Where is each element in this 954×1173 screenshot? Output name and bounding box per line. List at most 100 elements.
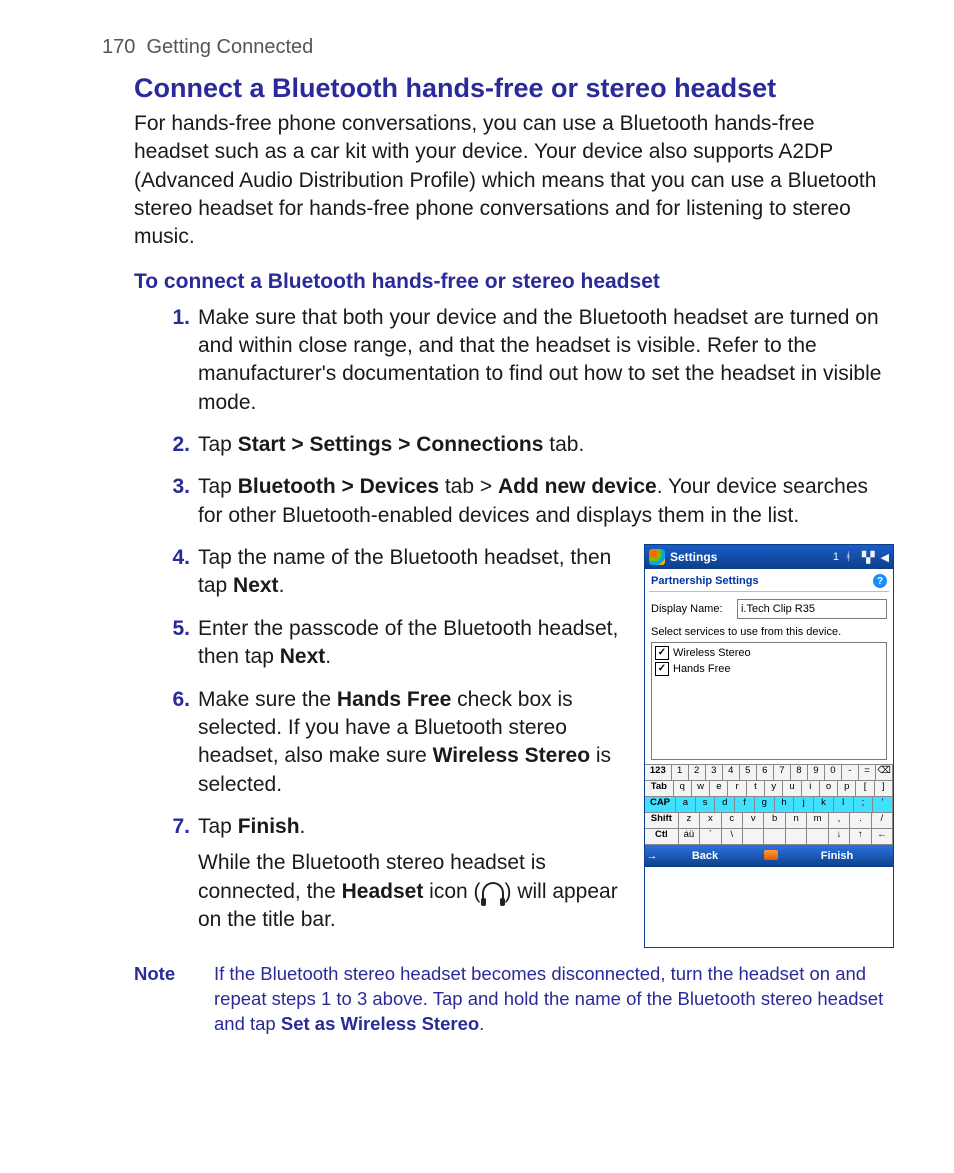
- keyboard-key[interactable]: 1: [672, 765, 689, 781]
- step-number: 1.: [164, 304, 190, 332]
- tray-number: 1: [833, 551, 839, 563]
- step-5: 5. Enter the passcode of the Bluetooth h…: [164, 615, 620, 672]
- keyboard-key[interactable]: t: [747, 781, 765, 797]
- screenshot-softkey-bar: → Back Finish: [645, 845, 893, 867]
- keyboard-key[interactable]: y: [765, 781, 783, 797]
- keyboard-key[interactable]: a: [676, 797, 696, 813]
- keyboard-key[interactable]: b: [764, 813, 785, 829]
- back-button[interactable]: Back: [659, 850, 751, 862]
- system-tray: 1 ᚼ ▝▞ ◀: [833, 551, 889, 564]
- keyboard-key[interactable]: q: [674, 781, 692, 797]
- keyboard-key[interactable]: p: [838, 781, 856, 797]
- checkbox-icon[interactable]: [655, 662, 669, 676]
- checkbox-icon[interactable]: [655, 646, 669, 660]
- keyboard-key[interactable]: ': [873, 797, 893, 813]
- note-label: Note: [134, 962, 214, 1037]
- finish-button[interactable]: Finish: [791, 850, 883, 862]
- keyboard-key[interactable]: s: [696, 797, 716, 813]
- service-wireless-stereo[interactable]: Wireless Stereo: [655, 646, 883, 660]
- running-header: 170 Getting Connected: [102, 36, 894, 59]
- keyboard-key[interactable]: `: [700, 829, 721, 845]
- keyboard-key[interactable]: CAP: [645, 797, 676, 813]
- step-number: 2.: [164, 431, 190, 459]
- help-icon[interactable]: ?: [873, 574, 887, 588]
- keyboard-key[interactable]: 3: [706, 765, 723, 781]
- service-hands-free[interactable]: Hands Free: [655, 662, 883, 676]
- keyboard-key[interactable]: ←: [872, 829, 893, 845]
- page-number: 170: [102, 36, 135, 58]
- keyboard-key[interactable]: 4: [723, 765, 740, 781]
- onscreen-keyboard[interactable]: 1231234567890-=⌫ Tabqwertyuiop[] CAPasdf…: [645, 764, 893, 845]
- headset-icon: [482, 882, 504, 902]
- keyboard-key[interactable]: 123: [645, 765, 672, 781]
- keyboard-key[interactable]: h: [775, 797, 795, 813]
- keyboard-key[interactable]: Shift: [645, 813, 679, 829]
- keyboard-key[interactable]: =: [859, 765, 876, 781]
- services-hint: Select services to use from this device.: [645, 622, 893, 640]
- keyboard-key[interactable]: e: [710, 781, 728, 797]
- keyboard-key[interactable]: k: [814, 797, 834, 813]
- keyboard-key[interactable]: n: [786, 813, 807, 829]
- keyboard-key[interactable]: v: [743, 813, 764, 829]
- keyboard-key[interactable]: [786, 829, 807, 845]
- step-7: 7. Tap Finish. While the Bluetooth stere…: [164, 813, 620, 934]
- keyboard-key[interactable]: .: [850, 813, 871, 829]
- keyboard-key[interactable]: ;: [854, 797, 874, 813]
- steps-left-column: 4. Tap the name of the Bluetooth headset…: [164, 544, 620, 948]
- keyboard-key[interactable]: c: [722, 813, 743, 829]
- keyboard-key[interactable]: [764, 829, 785, 845]
- keyboard-key[interactable]: w: [692, 781, 710, 797]
- keyboard-key[interactable]: \: [722, 829, 743, 845]
- step-number: 3.: [164, 473, 190, 501]
- bluetooth-icon: ᚼ: [845, 551, 852, 563]
- keyboard-key[interactable]: f: [735, 797, 755, 813]
- keyboard-key[interactable]: 9: [808, 765, 825, 781]
- step-6: 6. Make sure the Hands Free check box is…: [164, 686, 620, 799]
- keyboard-key[interactable]: ↓: [829, 829, 850, 845]
- step-number: 4.: [164, 544, 190, 572]
- signal-icon: ▝▞: [858, 551, 875, 564]
- steps-with-screenshot: 4. Tap the name of the Bluetooth headset…: [164, 544, 894, 948]
- keyboard-key[interactable]: 6: [757, 765, 774, 781]
- keyboard-key[interactable]: o: [820, 781, 838, 797]
- step-3: 3. Tap Bluetooth > Devices tab > Add new…: [164, 473, 894, 530]
- display-name-input[interactable]: [737, 599, 887, 619]
- step-1: 1. Make sure that both your device and t…: [164, 304, 894, 417]
- step-number: 5.: [164, 615, 190, 643]
- keyboard-key[interactable]: g: [755, 797, 775, 813]
- keyboard-key[interactable]: l: [834, 797, 854, 813]
- keyboard-key[interactable]: [807, 829, 828, 845]
- keyboard-key[interactable]: 8: [791, 765, 808, 781]
- keyboard-key[interactable]: 7: [774, 765, 791, 781]
- sip-toggle-icon[interactable]: [751, 849, 791, 863]
- step-text-bold: Start > Settings > Connections: [238, 433, 544, 456]
- keyboard-key[interactable]: r: [728, 781, 746, 797]
- keyboard-key[interactable]: ]: [875, 781, 893, 797]
- keyboard-key[interactable]: i: [802, 781, 820, 797]
- keyboard-key[interactable]: -: [842, 765, 859, 781]
- volume-icon: ◀: [881, 551, 889, 564]
- start-icon[interactable]: [649, 549, 665, 565]
- keyboard-key[interactable]: z: [679, 813, 700, 829]
- arrow-icon[interactable]: →: [645, 850, 659, 862]
- keyboard-key[interactable]: d: [715, 797, 735, 813]
- keyboard-key[interactable]: [743, 829, 764, 845]
- keyboard-key[interactable]: ↑: [850, 829, 871, 845]
- keyboard-key[interactable]: m: [807, 813, 828, 829]
- keyboard-key[interactable]: 0: [825, 765, 842, 781]
- keyboard-key[interactable]: 5: [740, 765, 757, 781]
- keyboard-key[interactable]: ⌫: [876, 765, 893, 781]
- services-listbox: Wireless Stereo Hands Free: [651, 642, 887, 760]
- keyboard-key[interactable]: Ctl: [645, 829, 679, 845]
- keyboard-key[interactable]: [: [856, 781, 874, 797]
- keyboard-key[interactable]: /: [872, 813, 893, 829]
- keyboard-key[interactable]: Tab: [645, 781, 674, 797]
- step-text-post: tab.: [543, 433, 584, 456]
- keyboard-key[interactable]: ,: [829, 813, 850, 829]
- keyboard-key[interactable]: áü: [679, 829, 700, 845]
- screenshot-subheader-row: Partnership Settings ?: [645, 569, 893, 591]
- keyboard-key[interactable]: u: [783, 781, 801, 797]
- keyboard-key[interactable]: x: [700, 813, 721, 829]
- keyboard-key[interactable]: 2: [689, 765, 706, 781]
- keyboard-key[interactable]: j: [794, 797, 814, 813]
